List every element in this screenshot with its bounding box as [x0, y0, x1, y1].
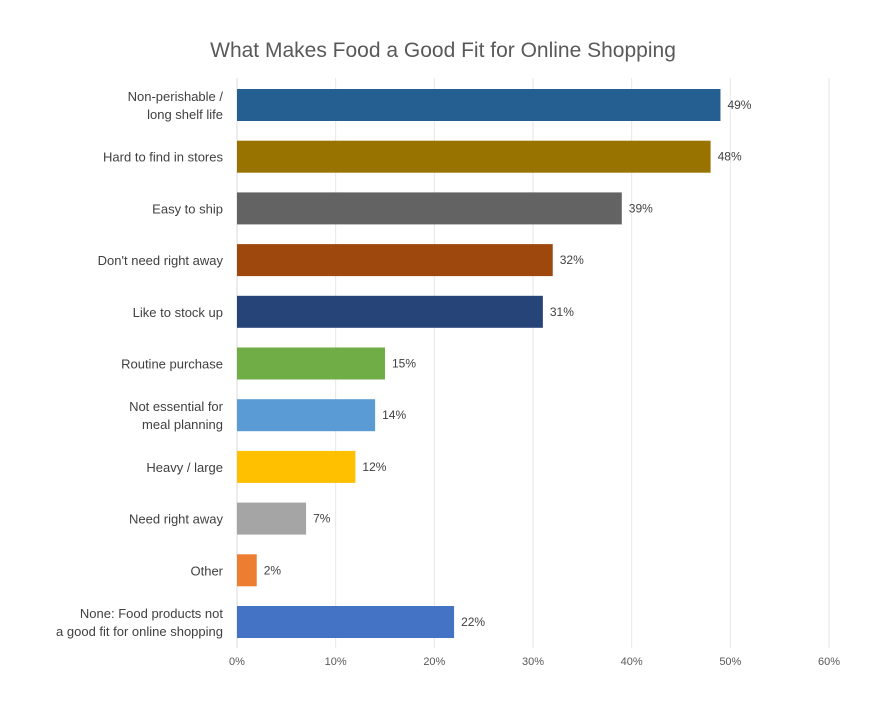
category-label: None: Food products not a good fit for on…: [56, 606, 223, 639]
category-labels: Non-perishable / long shelf life Hard to f…: [56, 89, 224, 639]
x-tick-label: 60%: [818, 656, 840, 668]
bar: [237, 140, 711, 173]
x-tick-label: 10%: [325, 656, 347, 668]
bar: [237, 347, 385, 380]
bar: [237, 244, 553, 277]
data-label: 15%: [392, 357, 416, 371]
x-tick-label: 30%: [522, 656, 544, 668]
category-label: Hard to find in stores: [103, 150, 223, 165]
bar: [237, 192, 622, 225]
data-label: 39%: [629, 201, 653, 215]
chart-title: What Makes Food a Good Fit for Online Sh…: [210, 39, 676, 62]
bar: [237, 554, 257, 587]
bar: [237, 502, 307, 535]
x-tick-label: 50%: [719, 656, 741, 668]
category-label: Easy to ship: [152, 201, 223, 216]
value-labels: 49% 48% 39% 32% 31% 15% 14% 12% 7% 2% 22%: [264, 98, 752, 629]
category-label: Not essential for meal planning: [129, 399, 224, 432]
x-tick-label: 20%: [423, 656, 445, 668]
bar: [237, 295, 543, 328]
data-label: 48%: [718, 150, 742, 164]
category-label: Routine purchase: [121, 357, 223, 372]
gridlines: [236, 78, 830, 648]
x-tick-label: 0%: [229, 656, 245, 668]
bar: [237, 450, 356, 483]
category-label: Like to stock up: [133, 305, 223, 320]
category-label: Other: [190, 563, 223, 578]
category-label: Need right away: [129, 512, 223, 527]
data-label: 31%: [550, 305, 574, 319]
data-label: 32%: [560, 253, 584, 267]
bar: [237, 89, 721, 121]
bar: [237, 606, 455, 638]
data-label: 22%: [461, 615, 485, 629]
data-label: 12%: [362, 460, 386, 474]
data-label: 49%: [727, 98, 751, 112]
category-label: Non-perishable / long shelf life: [128, 89, 224, 122]
bar: [237, 399, 376, 432]
bars: [237, 89, 721, 638]
data-label: 2%: [264, 563, 282, 577]
category-label: Don't need right away: [98, 253, 224, 268]
category-label: Heavy / large: [146, 460, 223, 475]
data-label: 14%: [382, 408, 406, 422]
x-tick-label: 40%: [621, 656, 643, 668]
x-axis-ticks: 0% 10% 20% 30% 40% 50% 60%: [229, 656, 840, 668]
data-label: 7%: [313, 512, 331, 526]
